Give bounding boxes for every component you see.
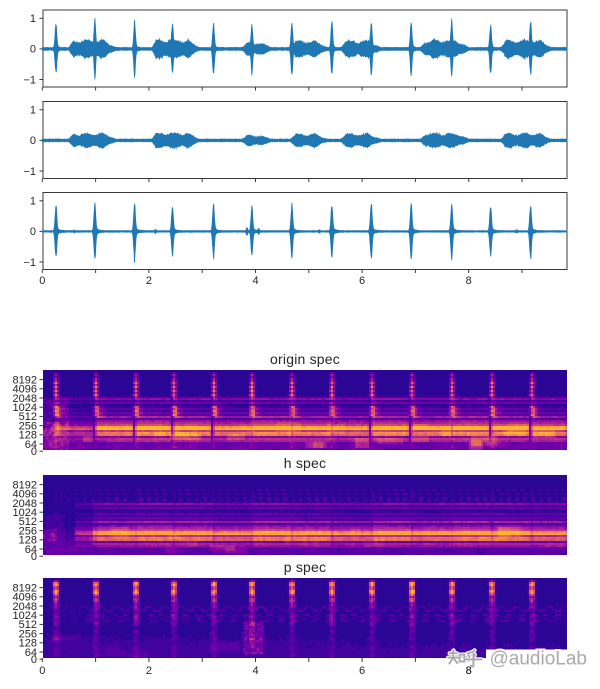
svg-text:512: 512 [19, 411, 37, 423]
svg-text:2: 2 [146, 665, 152, 677]
svg-text:4: 4 [252, 665, 258, 677]
svg-text:2048: 2048 [13, 393, 37, 405]
svg-text:64: 64 [25, 439, 37, 451]
svg-text:2048: 2048 [13, 498, 37, 510]
svg-text:−1: −1 [23, 257, 36, 269]
svg-text:−1: −1 [23, 74, 36, 86]
svg-text:1: 1 [30, 196, 36, 208]
svg-text:8: 8 [466, 275, 472, 287]
svg-text:128: 128 [19, 535, 37, 547]
svg-text:1024: 1024 [13, 610, 37, 622]
svg-text:256: 256 [19, 628, 37, 640]
svg-text:4096: 4096 [13, 489, 37, 501]
svg-text:64: 64 [25, 544, 37, 556]
svg-text:6: 6 [359, 665, 365, 677]
svg-text:4096: 4096 [13, 384, 37, 396]
svg-text:4: 4 [252, 275, 258, 287]
svg-text:512: 512 [19, 619, 37, 631]
svg-text:8192: 8192 [13, 582, 37, 594]
svg-text:0: 0 [30, 226, 36, 238]
svg-text:1: 1 [30, 105, 36, 117]
svg-text:0: 0 [39, 665, 45, 677]
svg-text:p spec: p spec [284, 559, 326, 575]
svg-text:8: 8 [466, 665, 472, 677]
svg-text:0: 0 [39, 275, 45, 287]
svg-text:0: 0 [31, 446, 37, 458]
svg-text:0: 0 [30, 135, 36, 147]
svg-text:64: 64 [25, 647, 37, 659]
svg-text:256: 256 [19, 420, 37, 432]
svg-text:@audioLab: @audioLab [490, 649, 587, 670]
svg-text:8192: 8192 [13, 479, 37, 491]
svg-text:6: 6 [359, 275, 365, 287]
svg-text:128: 128 [19, 638, 37, 650]
svg-text:origin spec: origin spec [270, 351, 340, 367]
svg-text:−1: −1 [23, 166, 36, 178]
svg-text:512: 512 [19, 516, 37, 528]
svg-text:2048: 2048 [13, 601, 37, 613]
svg-text:128: 128 [19, 430, 37, 442]
svg-text:8: 8 [466, 665, 472, 677]
svg-text:1024: 1024 [13, 507, 37, 519]
svg-text:8192: 8192 [13, 374, 37, 386]
svg-text:0: 0 [31, 551, 37, 563]
svg-text:256: 256 [19, 525, 37, 537]
svg-text:0: 0 [30, 44, 36, 56]
svg-text:4096: 4096 [13, 592, 37, 604]
svg-text:1024: 1024 [13, 402, 37, 414]
svg-text:h spec: h spec [284, 455, 326, 471]
svg-text:2: 2 [146, 275, 152, 287]
svg-text:1: 1 [30, 13, 36, 25]
svg-text:0: 0 [31, 654, 37, 666]
